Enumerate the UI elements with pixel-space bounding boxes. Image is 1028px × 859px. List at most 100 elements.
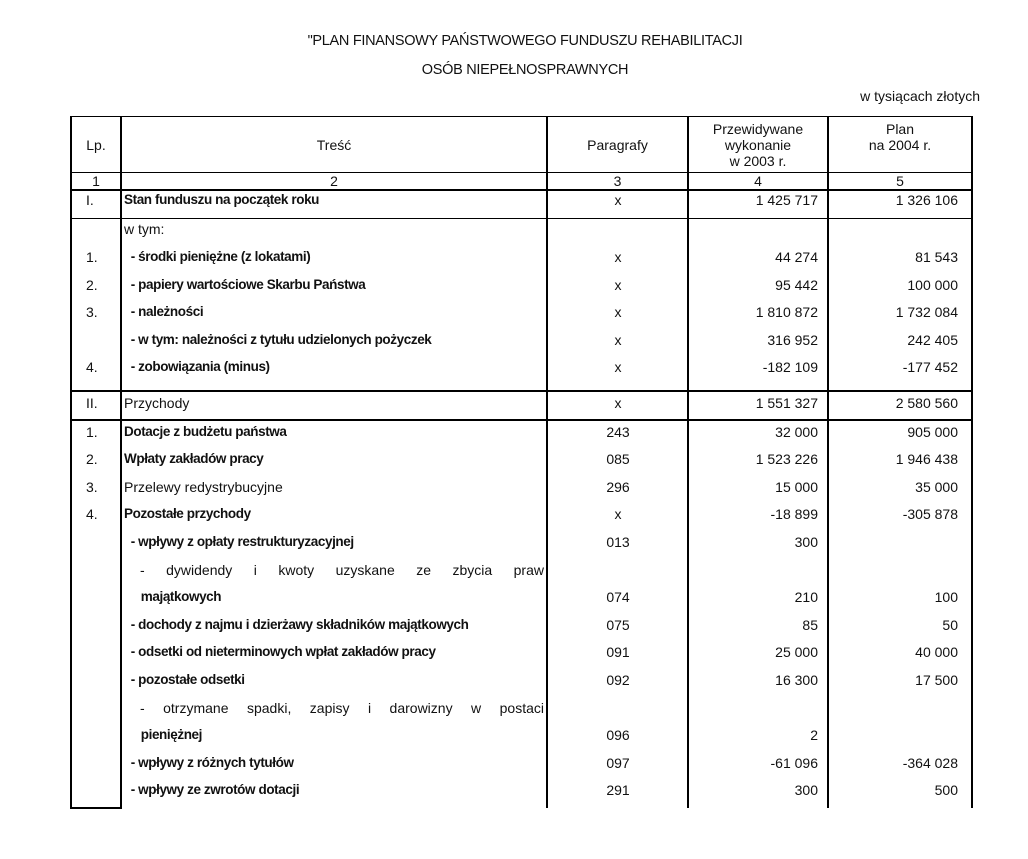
- row-text: Pozostałe przychody: [124, 506, 251, 521]
- row-value-2004: 100: [934, 589, 958, 605]
- row-value-2004: 1 326 106: [895, 192, 958, 208]
- row-paragraf: 296: [606, 479, 630, 495]
- row-text: - dywidendy i kwoty uzyskane ze zbycia p…: [140, 562, 544, 578]
- row-value-2004: 40 000: [915, 644, 958, 660]
- row-paragraf: x: [614, 506, 622, 522]
- row-value-2004: 17 500: [915, 672, 958, 688]
- row-text: pieniężnej: [124, 727, 203, 742]
- row-paragraf: x: [614, 395, 622, 411]
- row-value-2003: -182 109: [762, 359, 818, 375]
- row-lp: 2.: [86, 451, 98, 467]
- row-value-2003: 25 000: [775, 644, 818, 660]
- row-paragraf: 291: [606, 782, 630, 798]
- row-paragraf: 243: [606, 424, 630, 440]
- row-paragraf: 091: [606, 644, 630, 660]
- row-text: - pozostałe odsetki: [124, 672, 245, 687]
- header-wykonanie-line1: Przewidywane: [712, 120, 804, 137]
- row-value-2003: 32 000: [775, 424, 818, 440]
- row-lp: 4.: [86, 359, 98, 375]
- row-paragraf: 074: [606, 589, 630, 605]
- row-lp: [86, 615, 116, 635]
- row-text: - wpływy z różnych tytułów: [124, 755, 294, 770]
- row-paragraf: x: [614, 332, 622, 348]
- row-paragraf: x: [614, 192, 622, 208]
- row-value-2003: 300: [794, 782, 818, 798]
- header-lp: Lp.: [86, 136, 106, 153]
- row-paragraf: x: [614, 304, 622, 320]
- column-number-5: 5: [896, 172, 904, 189]
- row-text: - w tym: należności z tytułu udzielonych…: [124, 332, 432, 347]
- row-lp: 4.: [86, 506, 98, 522]
- row-value-2003: 1 425 717: [755, 192, 818, 208]
- header-wykonanie-line3: w 2003 r.: [729, 152, 787, 169]
- row-value-2003: 300: [794, 534, 818, 550]
- row-value-2003: 1 523 226: [755, 451, 818, 467]
- row-value-2003: -61 096: [770, 755, 818, 771]
- row-paragraf: 092: [606, 672, 630, 688]
- row-text: Stan funduszu na początek roku: [124, 192, 320, 207]
- row-value-2003: -18 899: [770, 506, 818, 522]
- row-value-2004: 905 000: [907, 424, 958, 440]
- row-value-2004: 1 732 084: [895, 304, 958, 320]
- header-plan: Plan na 2004 r.: [829, 117, 971, 157]
- header-tresc: Treść: [316, 136, 352, 153]
- row-value-2004: 35 000: [915, 479, 958, 495]
- row-paragraf: x: [614, 249, 622, 265]
- row-value-2003: 1 810 872: [755, 304, 818, 320]
- row-paragraf: x: [614, 277, 622, 293]
- row-lp: [86, 587, 116, 607]
- row-lp: [86, 560, 116, 580]
- row-text: - należności: [124, 304, 204, 319]
- column-number-3: 3: [613, 172, 622, 189]
- row-lp: [86, 670, 116, 690]
- row-lp: 3.: [86, 304, 98, 320]
- row-lp: 2.: [86, 277, 98, 293]
- row-value-2004: 242 405: [907, 332, 958, 348]
- row-text: Przelewy redystrybucyjne: [124, 479, 283, 495]
- column-number-1: 1: [92, 172, 100, 189]
- row-text: Wpłaty zakładów pracy: [124, 451, 264, 466]
- row-value-2003: 316 952: [767, 332, 818, 348]
- row-lp: 1.: [86, 424, 98, 440]
- row-value-2004: -364 028: [902, 755, 958, 771]
- row-text: - wpływy z opłaty restrukturyzacyjnej: [124, 534, 354, 549]
- row-value-2004: [830, 698, 958, 718]
- row-value-2003: 210: [794, 589, 818, 605]
- row-paragraf: 096: [606, 727, 630, 743]
- row-lp: 3.: [86, 479, 98, 495]
- row-text: w tym:: [124, 221, 165, 237]
- row-value-2003: [690, 219, 818, 239]
- row-value-2004: -305 878: [902, 506, 958, 522]
- row-text: Przychody: [124, 395, 190, 411]
- header-plan-line1: Plan: [885, 121, 915, 137]
- row-value-2004: [830, 219, 958, 239]
- column-number-2: 2: [330, 172, 338, 189]
- row-lp: II.: [86, 395, 98, 411]
- row-paragraf: [548, 698, 688, 718]
- row-paragraf: 085: [606, 451, 630, 467]
- row-lp: I.: [86, 192, 94, 208]
- row-value-2003: 85: [802, 617, 818, 633]
- row-value-2003: 1 551 327: [755, 395, 818, 411]
- row-lp: [86, 642, 116, 662]
- row-text: - odsetki od nieterminowych wpłat zakład…: [124, 644, 436, 659]
- row-value-2004: [830, 725, 958, 745]
- row-lp: [86, 725, 116, 745]
- row-value-2004: -177 452: [902, 359, 958, 375]
- row-value-2003: [690, 698, 818, 718]
- row-text: - otrzymane spadki, zapisy i darowizny w…: [140, 700, 544, 716]
- unit-label: w tysiącach złotych: [860, 88, 980, 104]
- row-value-2003: [690, 560, 818, 580]
- row-text: - zobowiązania (minus): [124, 359, 270, 374]
- row-value-2004: [830, 560, 958, 580]
- row-text: Dotacje z budżetu państwa: [124, 424, 287, 439]
- row-lp: [86, 219, 116, 239]
- row-paragraf: x: [614, 359, 622, 375]
- row-text: - papiery wartościowe Skarbu Państwa: [124, 277, 366, 292]
- row-paragraf: [548, 219, 688, 239]
- row-text: - dochody z najmu i dzierżawy składników…: [124, 617, 469, 632]
- column-number-4: 4: [754, 172, 762, 189]
- header-plan-line2: na 2004 r.: [868, 137, 932, 153]
- row-lp: [86, 698, 116, 718]
- header-paragrafy: Paragrafy: [587, 136, 648, 153]
